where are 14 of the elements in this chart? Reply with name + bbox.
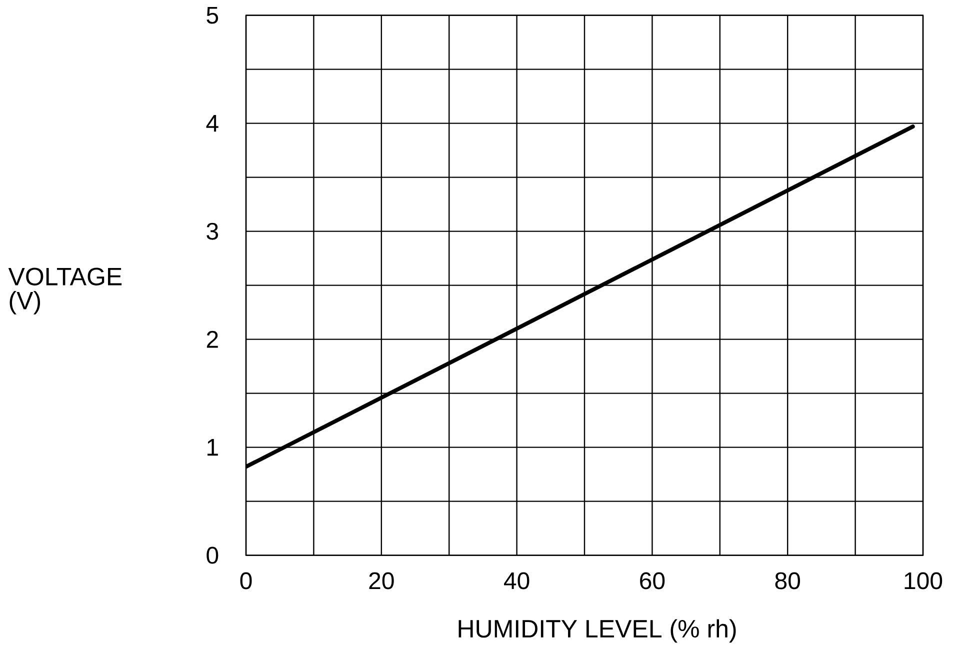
y-tick-label: 2 xyxy=(206,330,218,348)
y-axis-title: VOLTAGE (V) xyxy=(8,268,122,314)
y-tick-label: 1 xyxy=(208,439,218,456)
y-tick-label: 0 xyxy=(206,546,218,564)
x-tick-label: 100 xyxy=(904,572,942,590)
x-tick-label: 40 xyxy=(504,572,530,590)
x-tick-label: 60 xyxy=(640,572,665,590)
y-tick-label: 4 xyxy=(206,115,218,132)
y-tick-label: 3 xyxy=(206,222,218,240)
x-tick-label: 0 xyxy=(240,572,252,590)
y-tick-label: 5 xyxy=(206,6,218,24)
x-axis-title: HUMIDITY LEVEL (% rh) xyxy=(458,619,736,643)
x-tick-label: 20 xyxy=(369,572,394,590)
x-tick-label: 80 xyxy=(775,572,800,590)
